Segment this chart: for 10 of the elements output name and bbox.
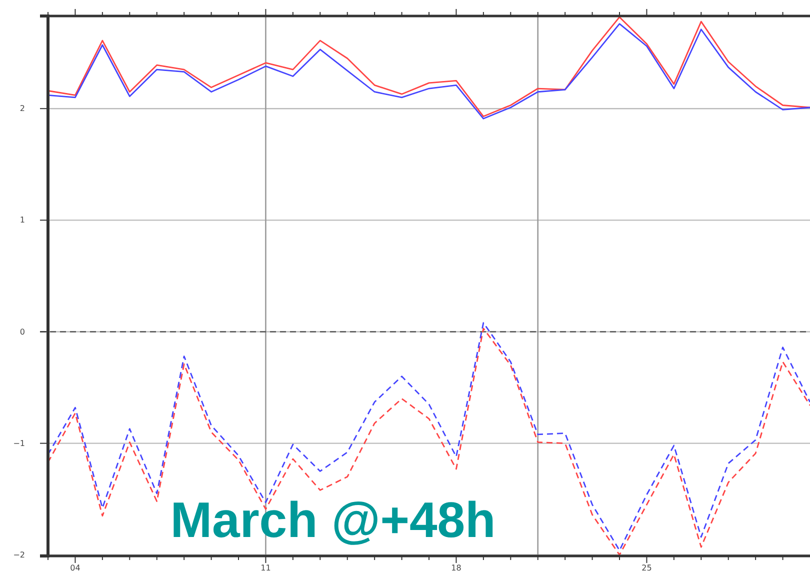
y-tick-label: 2 xyxy=(20,104,25,114)
x-tick-label: 18 xyxy=(451,564,462,573)
x-tick-label: 25 xyxy=(642,564,652,573)
y-tick-label: −2 xyxy=(13,550,25,560)
y-tick-label: 0 xyxy=(20,327,25,336)
annotation: March @+48h xyxy=(170,492,496,548)
y-tick-label: 1 xyxy=(20,216,25,225)
x-tick-label: 04 xyxy=(70,564,80,573)
y-tick-label: −1 xyxy=(13,438,25,448)
x-tick-label: 11 xyxy=(260,564,271,573)
